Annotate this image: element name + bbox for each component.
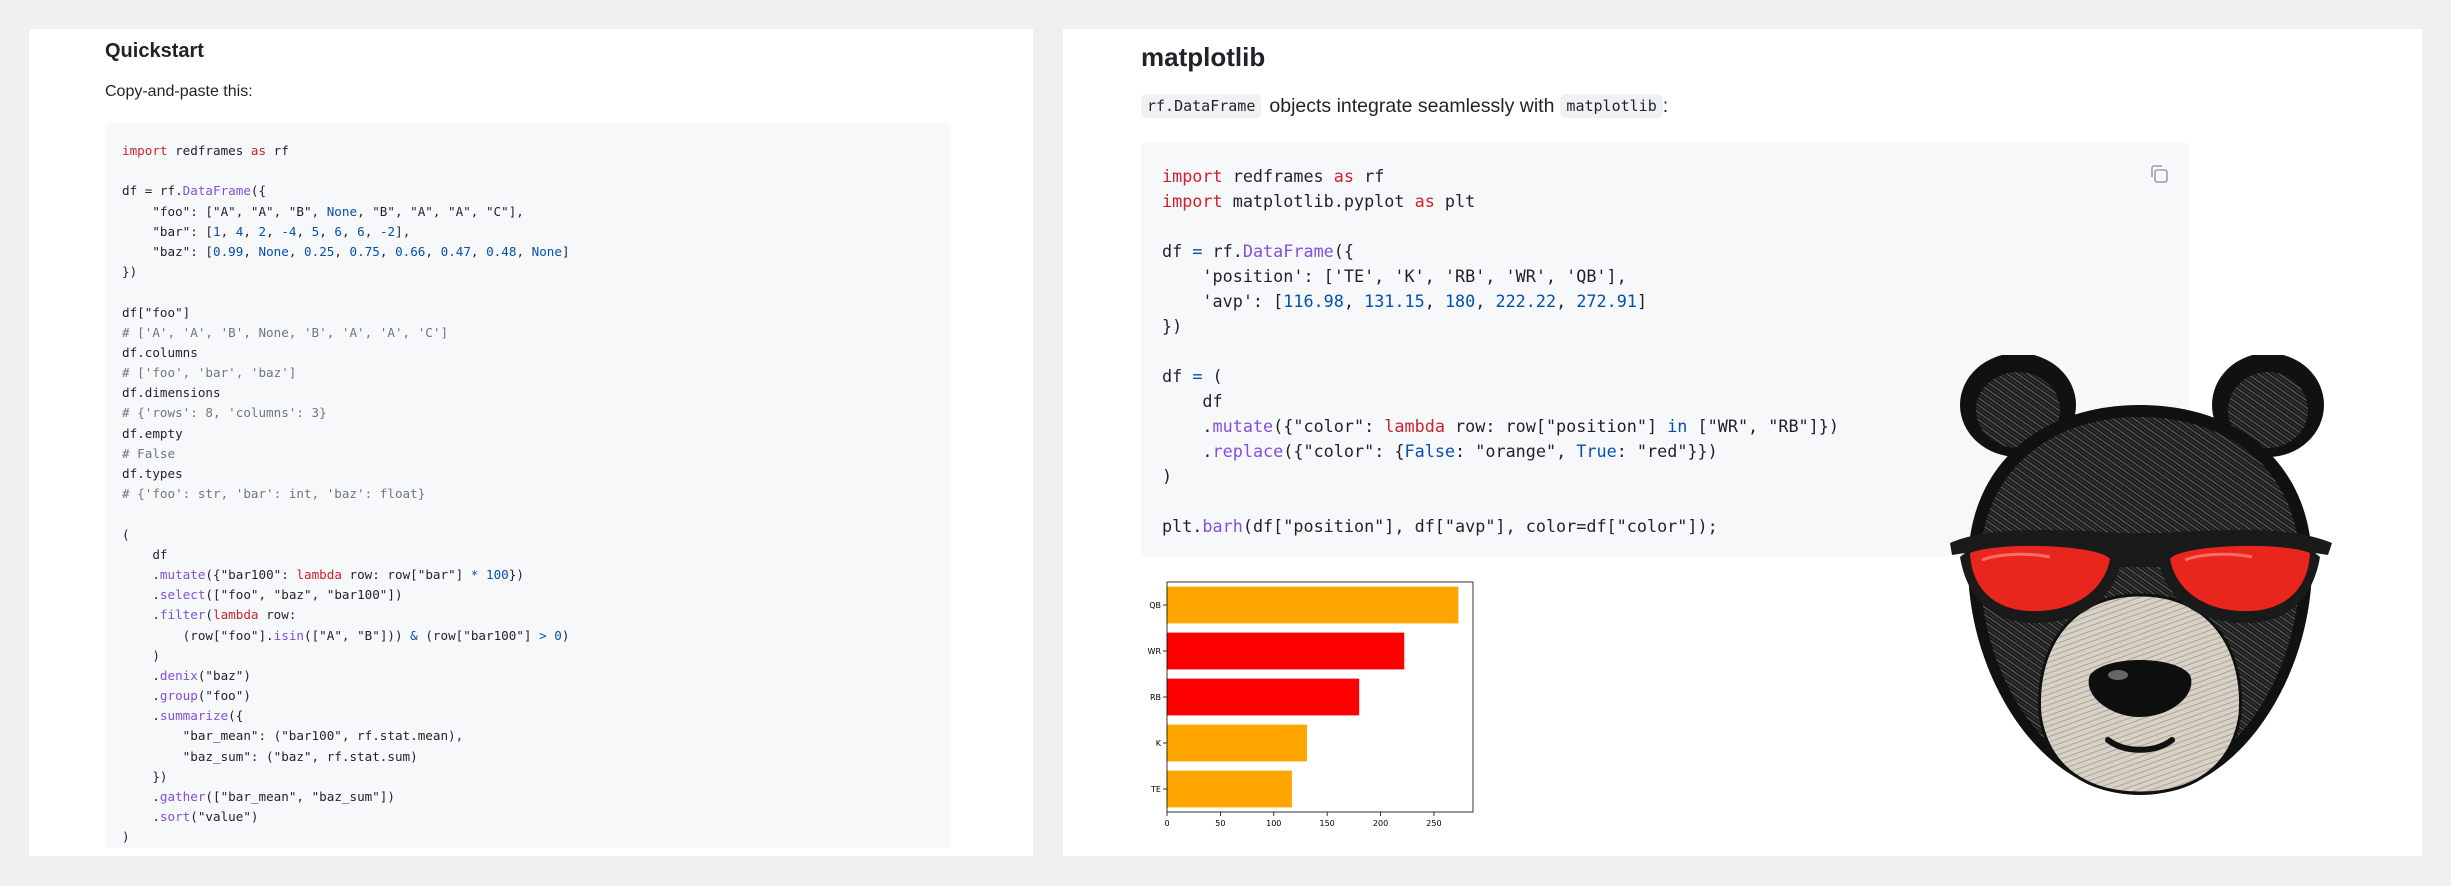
- code-line: }): [1162, 316, 1183, 336]
- code-line: df.types: [122, 466, 183, 481]
- code-line: # False: [122, 445, 176, 461]
- code-line: df = rf.DataFrame({: [122, 183, 267, 199]
- plot-frame: [1166, 581, 1474, 813]
- code-line: .sort("value"): [122, 809, 259, 825]
- code-line: df = rf.DataFrame({: [1162, 241, 1354, 261]
- bar-k: [1167, 724, 1308, 762]
- inline-code-matplotlib: matplotlib: [1560, 94, 1663, 118]
- code-line: df.empty: [122, 425, 183, 441]
- code-line: "bar_mean": ("bar100", rf.stat.mean),: [122, 728, 464, 744]
- intro-tail: :: [1662, 94, 1669, 117]
- xtick-label: 150: [1320, 819, 1335, 828]
- code-line: }): [122, 768, 168, 784]
- code-line: ): [122, 647, 160, 663]
- ytick-label: RB: [1150, 693, 1161, 702]
- code-line: [1162, 214, 2189, 239]
- code-line: "baz_sum": ("baz", rf.stat.sum): [122, 748, 418, 764]
- xtick-label: 50: [1215, 819, 1225, 828]
- code-line: # {'foo': str, 'bar': int, 'baz': float}: [122, 486, 426, 502]
- code-line: .select(["foo", "baz", "bar100"]): [122, 587, 403, 603]
- code-line: }): [122, 264, 138, 280]
- code-line: [122, 161, 951, 181]
- code-line: (: [122, 526, 130, 542]
- intro-text: objects integrate seamlessly with: [1269, 94, 1555, 117]
- code-line: # ['A', 'A', 'B', None, 'B', 'A', 'A', '…: [122, 324, 449, 340]
- code-line: df = (: [1162, 366, 1223, 386]
- code-line: .mutate({"bar100": lambda row: row["bar"…: [122, 566, 524, 582]
- code-line: df.columns: [122, 344, 198, 360]
- code-line: .mutate({"color": lambda row: row["posit…: [1162, 416, 1839, 436]
- code-line: df: [122, 546, 168, 562]
- code-line: .group("foo"): [122, 688, 251, 704]
- bar-wr: [1167, 632, 1405, 670]
- code-line: [122, 282, 951, 302]
- xtick-label: 0: [1164, 819, 1169, 828]
- ytick-label: WR: [1148, 647, 1162, 656]
- bar-chart: TE K RB WR QB 0 50 100 150 200 250: [1148, 581, 1474, 828]
- inline-code-dataframe: rf.DataFrame: [1141, 94, 1262, 118]
- code-line: 'position': ['TE', 'K', 'RB', 'WR', 'QB'…: [1162, 266, 1627, 286]
- code-line: "foo": ["A", "A", "B", None, "B", "A", "…: [122, 203, 524, 219]
- code-line: import redframes as rf: [122, 143, 289, 158]
- ytick-label: TE: [1150, 785, 1161, 794]
- code-line: .gather(["bar_mean", "baz_sum"]): [122, 789, 395, 804]
- quickstart-heading: Quickstart: [105, 40, 204, 62]
- code-line: df: [1162, 391, 1223, 411]
- code-line: df.dimensions: [122, 385, 221, 401]
- bar-te: [1167, 770, 1292, 808]
- code-line: df["foo"]: [122, 304, 191, 320]
- xtick-label: 200: [1373, 819, 1388, 828]
- code-line: ): [1162, 466, 1173, 486]
- quickstart-intro: Copy-and-paste this:: [105, 83, 253, 100]
- ytick-label: QB: [1149, 601, 1161, 610]
- bar-rb: [1167, 678, 1360, 716]
- ytick-label: K: [1156, 739, 1162, 748]
- code-line: "bar": [1, 4, 2, -4, 5, 6, 6, -2],: [122, 223, 411, 239]
- xtick-label: 250: [1426, 819, 1441, 828]
- copy-icon[interactable]: [2148, 163, 2170, 185]
- code-line: plt.barh(df["position"], df["avp"], colo…: [1162, 516, 1718, 536]
- code-line: # ['foo', 'bar', 'baz']: [122, 365, 297, 381]
- matplotlib-intro: rf.DataFrame objects integrate seamlessl…: [1141, 94, 1668, 118]
- code-line: .filter(lambda row:: [122, 607, 297, 623]
- bar-qb: [1167, 586, 1459, 624]
- code-line: [122, 504, 951, 524]
- code-line: .denix("baz"): [122, 667, 251, 683]
- code-line: # {'rows': 8, 'columns': 3}: [122, 405, 327, 421]
- code-line: import redframes as rf: [1162, 166, 1385, 186]
- matplotlib-heading: matplotlib: [1141, 42, 1266, 72]
- xtick-label: 100: [1266, 819, 1281, 828]
- code-line: "baz": [0.99, None, 0.25, 0.75, 0.66, 0.…: [122, 243, 570, 259]
- code-line: .summarize({: [122, 708, 244, 724]
- code-line: (row["foo"].isin(["A", "B"])) & (row["ba…: [122, 627, 570, 643]
- quickstart-code-block[interactable]: import redframes as rf df = rf.DataFrame…: [105, 123, 951, 848]
- bear-mascot-icon: [1950, 355, 2332, 795]
- code-line: import matplotlib.pyplot as plt: [1162, 191, 1476, 211]
- code-line: 'avp': [116.98, 131.15, 180, 222.22, 272…: [1162, 291, 1648, 311]
- code-line: .replace({"color": {False: "orange", Tru…: [1162, 441, 1718, 461]
- code-line: ): [122, 829, 130, 845]
